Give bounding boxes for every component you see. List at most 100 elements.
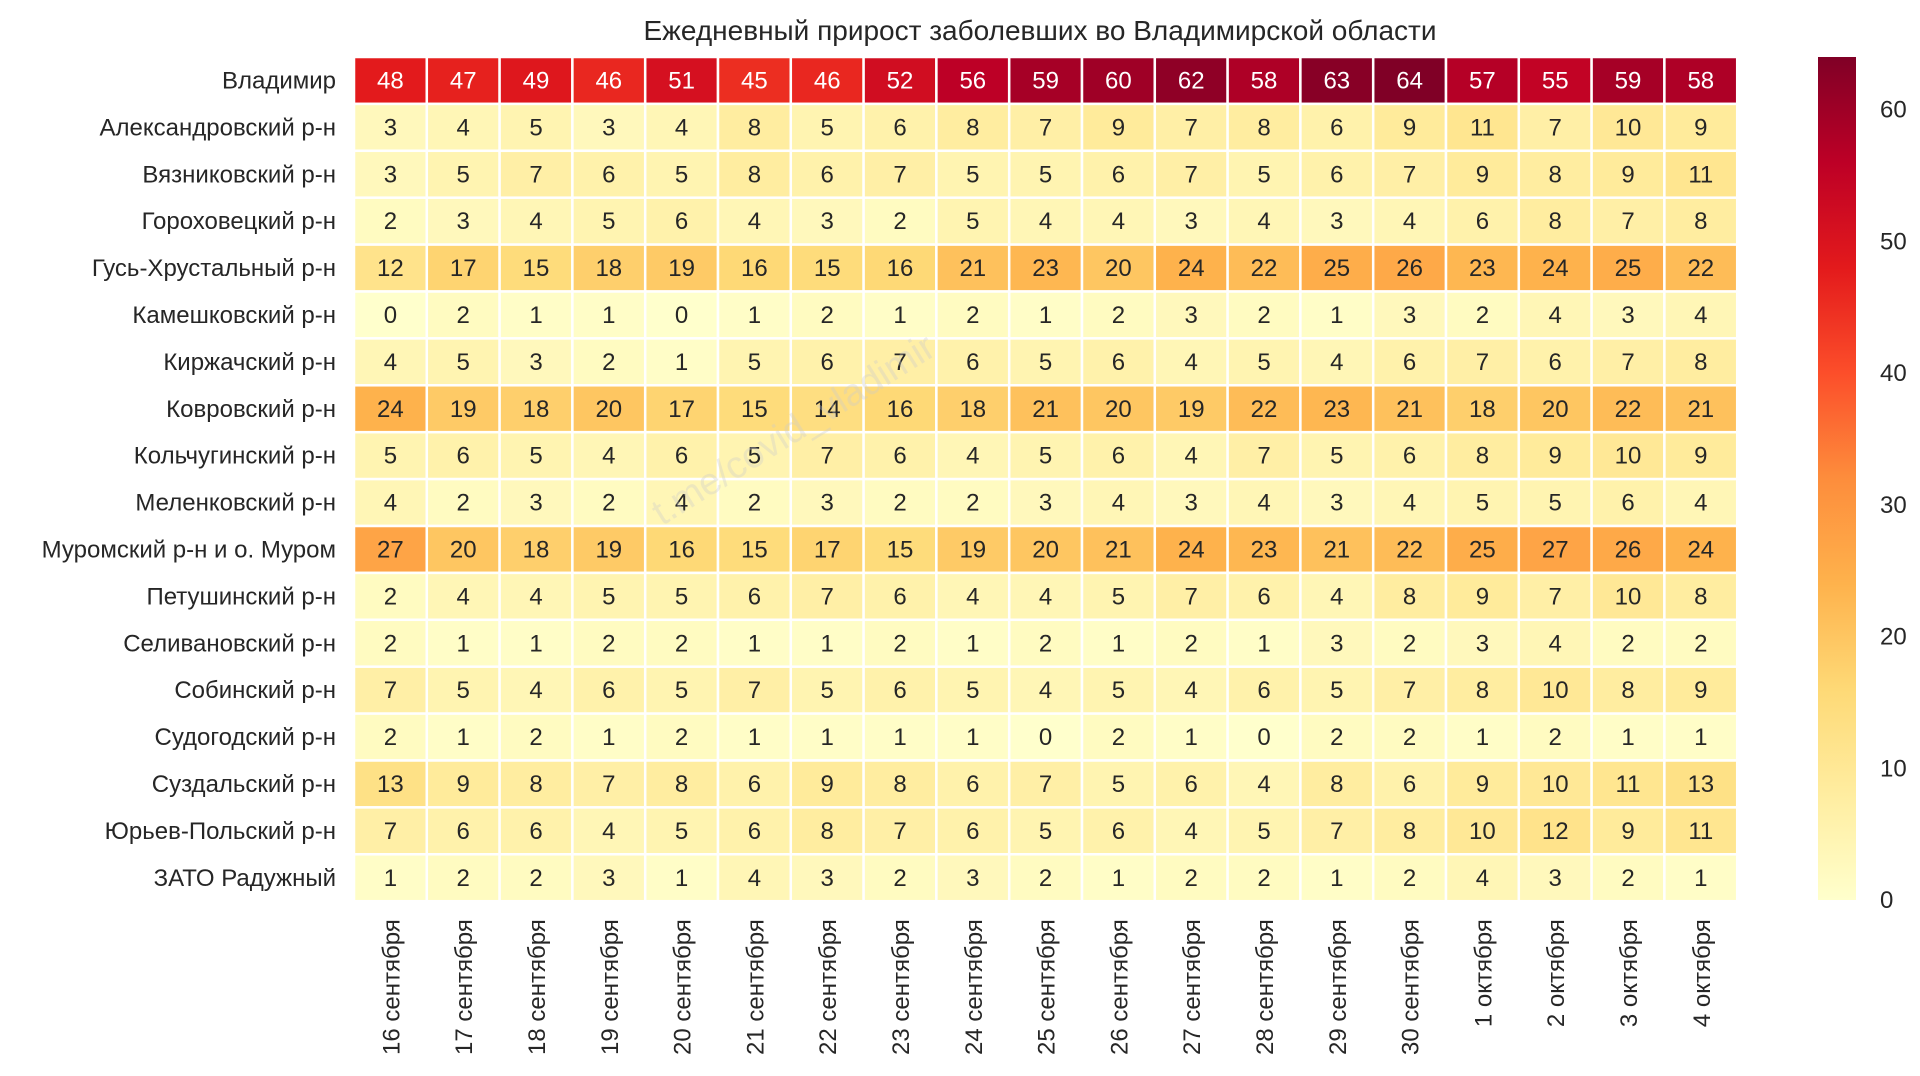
heatmap-cell <box>425 806 501 856</box>
cell-value-label: 1 <box>1039 302 1052 329</box>
cell-value-label: 5 <box>529 443 542 470</box>
cell-value-label: 9 <box>1476 161 1489 188</box>
cell-value-label: 6 <box>966 818 979 845</box>
cell-value-label: 46 <box>814 67 841 94</box>
heatmap-cell <box>716 337 793 387</box>
heatmap-cell <box>1007 853 1084 903</box>
cell-value-label: 1 <box>1330 865 1343 892</box>
cell-value-label: 5 <box>675 161 688 188</box>
cell-value-label: 4 <box>1694 302 1707 329</box>
cell-value-label: 4 <box>675 490 688 517</box>
column-label: 23 сентября <box>888 919 915 1055</box>
cell-value-label: 7 <box>1185 114 1198 141</box>
cell-value-label: 3 <box>1330 208 1343 235</box>
cell-value-label: 1 <box>821 724 834 751</box>
cell-value-label: 13 <box>1687 771 1714 798</box>
heatmap-cell <box>1663 618 1739 668</box>
cell-value-label: 17 <box>450 255 477 282</box>
cell-value-label: 3 <box>1185 208 1198 235</box>
cell-value-label: 7 <box>1185 583 1198 610</box>
cell-value-label: 23 <box>1469 255 1496 282</box>
cell-value-label: 22 <box>1251 396 1278 423</box>
cell-value-label: 2 <box>529 724 542 751</box>
cell-value-label: 4 <box>1403 208 1416 235</box>
cell-value-label: 4 <box>529 583 542 610</box>
heatmap-cell <box>862 55 938 106</box>
cell-value-label: 2 <box>1185 630 1198 657</box>
heatmap-cell <box>1663 337 1739 387</box>
cell-value-label: 5 <box>1549 490 1562 517</box>
cell-value-label: 8 <box>1621 677 1634 704</box>
cell-value-label: 10 <box>1615 443 1642 470</box>
cell-value-label: 5 <box>1476 490 1489 517</box>
heatmap-cell <box>1226 337 1302 387</box>
cell-value-label: 4 <box>1694 490 1707 517</box>
cell-value-label: 5 <box>1039 818 1052 845</box>
heatmap-cell <box>425 196 501 246</box>
heatmap-cell <box>1226 477 1302 528</box>
cell-value-label: 8 <box>1476 677 1489 704</box>
cell-value-label: 9 <box>1694 114 1707 141</box>
cell-value-label: 51 <box>668 67 695 94</box>
cell-value-label: 23 <box>1032 255 1059 282</box>
cell-value-label: 24 <box>377 396 404 423</box>
column-label: 30 сентября <box>1398 919 1425 1055</box>
heatmap-cell <box>862 337 938 387</box>
cell-value-label: 48 <box>377 67 404 94</box>
cell-value-label: 3 <box>384 161 397 188</box>
heatmap-cell <box>716 806 793 856</box>
heatmap-cell <box>1007 196 1084 246</box>
colorbar-gradient <box>1818 57 1856 900</box>
heatmap-cell <box>571 524 647 575</box>
colorbar-tick-label: 50 <box>1880 228 1907 255</box>
cell-value-label: 27 <box>1542 536 1569 563</box>
cell-value-label: 5 <box>384 443 397 470</box>
cell-value-label: 7 <box>821 583 834 610</box>
heatmap-cell <box>935 759 1011 809</box>
cell-value-label: 2 <box>893 490 906 517</box>
cell-value-label: 7 <box>1330 818 1343 845</box>
heatmap-cell <box>1226 384 1302 434</box>
cell-value-label: 23 <box>1251 536 1278 563</box>
cell-value-label: 2 <box>821 302 834 329</box>
cell-value-label: 24 <box>1178 255 1205 282</box>
cell-value-label: 6 <box>1403 771 1416 798</box>
cell-value-label: 2 <box>457 490 470 517</box>
cell-value-label: 4 <box>1185 818 1198 845</box>
cell-value-label: 16 <box>668 536 695 563</box>
cell-value-label: 2 <box>1257 865 1270 892</box>
cell-value-label: 60 <box>1105 67 1132 94</box>
heatmap-cell <box>1590 477 1666 528</box>
cell-value-label: 2 <box>1549 724 1562 751</box>
colorbar-tick-label: 60 <box>1880 97 1907 124</box>
cell-value-label: 56 <box>959 67 986 94</box>
heatmap-cell <box>789 384 865 434</box>
cell-value-label: 6 <box>1112 349 1125 376</box>
cell-value-label: 20 <box>1542 396 1569 423</box>
heatmap-cell <box>425 759 501 809</box>
cell-value-label: 5 <box>1330 443 1343 470</box>
heatmap-cell <box>1444 384 1521 434</box>
cell-value-label: 2 <box>1476 302 1489 329</box>
row-label: Киржачский р-н <box>163 349 336 376</box>
heatmap-cell <box>1007 712 1084 762</box>
heatmap-cell <box>1590 149 1666 199</box>
heatmap-cell <box>1226 149 1302 199</box>
cell-value-label: 21 <box>959 255 986 282</box>
cell-value-label: 2 <box>1621 630 1634 657</box>
heatmap-cell <box>862 384 938 434</box>
cell-value-label: 2 <box>1112 302 1125 329</box>
heatmap-cell <box>1663 665 1739 715</box>
cell-value-label: 2 <box>529 865 542 892</box>
heatmap-cell <box>1444 337 1521 387</box>
heatmap-cell <box>1590 618 1666 668</box>
heatmap-cell <box>1663 430 1739 481</box>
cell-value-label: 6 <box>1112 161 1125 188</box>
cell-value-label: 8 <box>1403 583 1416 610</box>
cell-value-label: 6 <box>893 443 906 470</box>
cell-value-label: 26 <box>1396 255 1423 282</box>
cell-value-label: 2 <box>1403 865 1416 892</box>
column-label: 4 октября <box>1689 919 1716 1027</box>
cell-value-label: 17 <box>668 396 695 423</box>
